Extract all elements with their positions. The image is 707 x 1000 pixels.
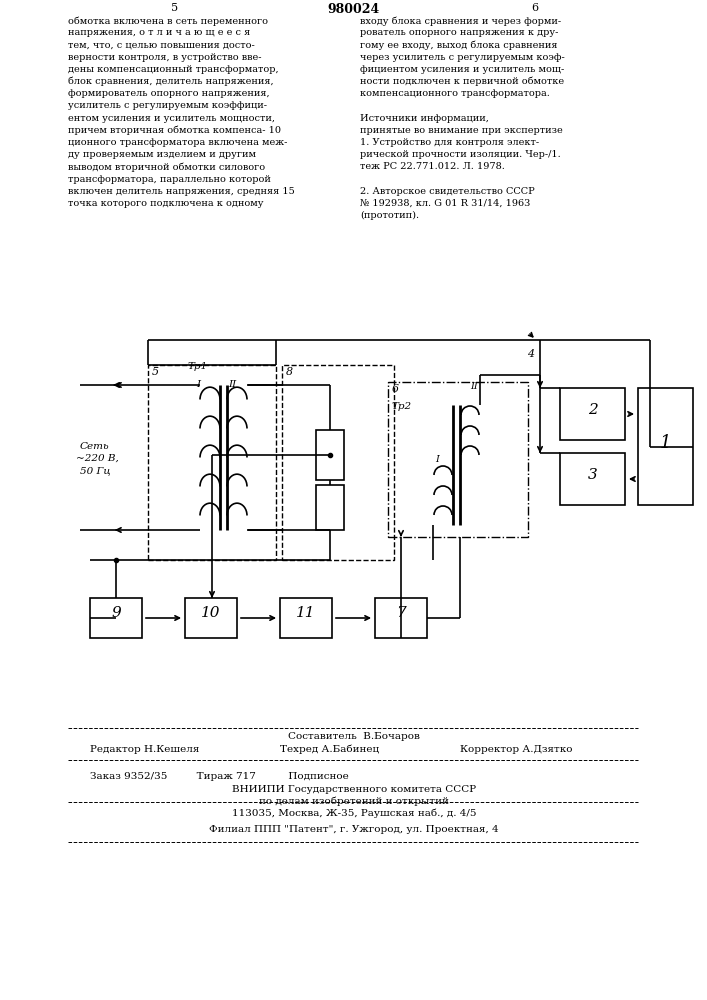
Text: напряжения, о т л и ч а ю щ е е с я: напряжения, о т л и ч а ю щ е е с я: [68, 28, 250, 37]
Text: № 192938, кл. G 01 R 31/14, 1963: № 192938, кл. G 01 R 31/14, 1963: [360, 199, 530, 208]
Text: по делам изобретений и открытий: по делам изобретений и открытий: [259, 797, 449, 806]
Text: II: II: [470, 382, 478, 391]
Text: причем вторичная обмотка компенса- 10: причем вторичная обмотка компенса- 10: [68, 126, 281, 135]
Text: включен делитель напряжения, средняя 15: включен делитель напряжения, средняя 15: [68, 187, 295, 196]
Bar: [90, 598, 142, 638]
Text: тем, что, с целью повышения досто-: тем, что, с целью повышения досто-: [68, 40, 255, 49]
Bar: [316, 485, 344, 530]
Text: Техред А.Бабинец: Техред А.Бабинец: [280, 745, 379, 754]
Text: верности контроля, в устройство вве-: верности контроля, в устройство вве-: [68, 53, 262, 62]
Text: трансформатора, параллельно которой: трансформатора, параллельно которой: [68, 175, 271, 184]
Text: 8: 8: [286, 367, 293, 377]
Text: 5: 5: [152, 367, 159, 377]
Text: 2. Авторское свидетельство СССР: 2. Авторское свидетельство СССР: [360, 187, 534, 196]
Text: 11: 11: [296, 606, 316, 620]
Text: 9: 9: [111, 606, 121, 620]
Text: 1: 1: [660, 434, 671, 452]
Text: Источники информации,: Источники информации,: [360, 114, 489, 123]
Bar: [282, 365, 394, 560]
Text: 10: 10: [201, 606, 221, 620]
Text: формирователь опорного напряжения,: формирователь опорного напряжения,: [68, 89, 269, 98]
Text: 7: 7: [396, 606, 406, 620]
Text: фициентом усиления и усилитель мощ-: фициентом усиления и усилитель мощ-: [360, 65, 564, 74]
Bar: [638, 388, 693, 505]
Text: 2: 2: [588, 403, 597, 417]
Text: Заказ 9352/35         Тираж 717          Подписное: Заказ 9352/35 Тираж 717 Подписное: [90, 772, 349, 781]
Bar: [316, 430, 344, 480]
Text: 6: 6: [532, 3, 539, 13]
Text: 980024: 980024: [328, 3, 380, 16]
Text: компенсационного трансформатора.: компенсационного трансформатора.: [360, 89, 550, 98]
Bar: [375, 598, 427, 638]
Text: Тр1: Тр1: [188, 362, 208, 371]
Text: I: I: [196, 380, 200, 389]
Text: рической прочности изоляции. Чер-/1.: рической прочности изоляции. Чер-/1.: [360, 150, 561, 159]
Bar: [560, 453, 625, 505]
Text: гому ее входу, выход блока сравнения: гому ее входу, выход блока сравнения: [360, 40, 558, 50]
Text: 6: 6: [392, 384, 399, 394]
Text: Редактор Н.Кешеля: Редактор Н.Кешеля: [90, 745, 199, 754]
Text: 50 Гц: 50 Гц: [80, 466, 110, 475]
Text: Составитель  В.Бочаров: Составитель В.Бочаров: [288, 732, 420, 741]
Text: ентом усиления и усилитель мощности,: ентом усиления и усилитель мощности,: [68, 114, 275, 123]
Text: ВНИИПИ Государственного комитета СССР: ВНИИПИ Государственного комитета СССР: [232, 785, 476, 794]
Text: ду проверяемым изделием и другим: ду проверяемым изделием и другим: [68, 150, 256, 159]
Text: через усилитель с регулируемым коэф-: через усилитель с регулируемым коэф-: [360, 53, 565, 62]
Bar: [560, 388, 625, 440]
Text: обмотка включена в сеть переменного: обмотка включена в сеть переменного: [68, 16, 268, 25]
Text: принятые во внимание при экспертизе: принятые во внимание при экспертизе: [360, 126, 563, 135]
Text: 113035, Москва, Ж-35, Раушская наб., д. 4/5: 113035, Москва, Ж-35, Раушская наб., д. …: [232, 809, 477, 818]
Text: входу блока сравнения и через форми-: входу блока сравнения и через форми-: [360, 16, 561, 25]
Text: Сеть: Сеть: [80, 442, 110, 451]
Text: усилитель с регулируемым коэффици-: усилитель с регулируемым коэффици-: [68, 101, 267, 110]
Bar: [280, 598, 332, 638]
Text: ~220 В,: ~220 В,: [76, 454, 119, 463]
Text: Тр2: Тр2: [392, 402, 412, 411]
Text: ционного трансформатора включена меж-: ционного трансформатора включена меж-: [68, 138, 287, 147]
Bar: [185, 598, 237, 638]
Text: (прототип).: (прототип).: [360, 211, 419, 220]
Text: блок сравнения, делитель напряжения,: блок сравнения, делитель напряжения,: [68, 77, 274, 87]
Text: Корректор А.Дзятко: Корректор А.Дзятко: [460, 745, 573, 754]
Text: ности подключен к первичной обмотке: ности подключен к первичной обмотке: [360, 77, 564, 87]
Text: 4: 4: [527, 349, 534, 359]
Text: Филиал ППП "Патент", г. Ужгород, ул. Проектная, 4: Филиал ППП "Патент", г. Ужгород, ул. Про…: [209, 825, 499, 834]
Text: дены компенсационный трансформатор,: дены компенсационный трансформатор,: [68, 65, 279, 74]
Text: точка которого подключена к одному: точка которого подключена к одному: [68, 199, 264, 208]
Text: II: II: [228, 380, 236, 389]
Text: выводом вторичной обмотки силового: выводом вторичной обмотки силового: [68, 162, 265, 172]
Text: 5: 5: [171, 3, 179, 13]
Text: рователь опорного напряжения к дру-: рователь опорного напряжения к дру-: [360, 28, 559, 37]
Text: 3: 3: [588, 468, 597, 482]
Text: 1. Устройство для контроля элект-: 1. Устройство для контроля элект-: [360, 138, 539, 147]
Text: теж РС 22.771.012. Л. 1978.: теж РС 22.771.012. Л. 1978.: [360, 162, 505, 171]
Text: I: I: [435, 455, 439, 464]
Bar: [148, 365, 276, 560]
Bar: [388, 382, 528, 537]
